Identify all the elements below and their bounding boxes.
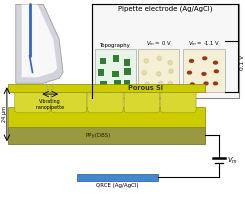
Circle shape [157, 56, 162, 60]
Circle shape [159, 81, 163, 86]
FancyBboxPatch shape [98, 69, 104, 76]
FancyBboxPatch shape [113, 55, 119, 62]
FancyBboxPatch shape [124, 80, 130, 87]
Ellipse shape [201, 72, 207, 76]
FancyBboxPatch shape [100, 58, 106, 64]
Bar [138, 49, 179, 92]
Text: $V_m$ = -1.1 V: $V_m$ = -1.1 V [188, 39, 220, 48]
Text: Vibrating
nanopipette: Vibrating nanopipette [36, 99, 65, 110]
FancyBboxPatch shape [124, 59, 130, 66]
Polygon shape [22, 4, 57, 77]
Circle shape [142, 70, 146, 75]
Text: Porous Si: Porous Si [128, 85, 163, 91]
Text: $V_m$: $V_m$ [227, 156, 237, 166]
FancyBboxPatch shape [124, 68, 131, 75]
Ellipse shape [203, 81, 209, 86]
Bar [8, 107, 205, 127]
Circle shape [168, 60, 172, 65]
Text: QRCE (Ag/AgCl): QRCE (Ag/AgCl) [96, 183, 138, 188]
FancyBboxPatch shape [160, 89, 196, 113]
Bar [8, 127, 205, 144]
Circle shape [169, 69, 173, 73]
FancyBboxPatch shape [124, 89, 159, 113]
Circle shape [157, 72, 161, 76]
FancyBboxPatch shape [15, 89, 50, 113]
Text: Pipette electrode (Ag/AgCl): Pipette electrode (Ag/AgCl) [118, 5, 213, 12]
Bar [77, 174, 158, 181]
Polygon shape [16, 4, 63, 83]
Circle shape [144, 59, 148, 63]
Bar [92, 4, 239, 98]
Text: Topography: Topography [100, 43, 131, 48]
Circle shape [168, 81, 172, 86]
Circle shape [145, 82, 149, 86]
Bar [95, 49, 136, 92]
FancyBboxPatch shape [114, 80, 121, 87]
Bar [8, 84, 205, 92]
Ellipse shape [213, 81, 218, 86]
Text: 0.1 V: 0.1 V [240, 55, 245, 70]
Text: PPy(DBS): PPy(DBS) [86, 133, 111, 138]
FancyBboxPatch shape [112, 71, 119, 77]
Ellipse shape [214, 69, 219, 73]
Text: $V_m$ = 0 V: $V_m$ = 0 V [146, 39, 172, 48]
Ellipse shape [202, 56, 208, 60]
Ellipse shape [189, 59, 194, 63]
Ellipse shape [213, 61, 218, 65]
Text: 24 μm: 24 μm [2, 106, 7, 122]
Bar [183, 49, 225, 92]
FancyBboxPatch shape [100, 81, 107, 88]
Ellipse shape [190, 82, 195, 86]
Ellipse shape [187, 71, 192, 75]
FancyBboxPatch shape [51, 89, 87, 113]
FancyBboxPatch shape [88, 89, 123, 113]
